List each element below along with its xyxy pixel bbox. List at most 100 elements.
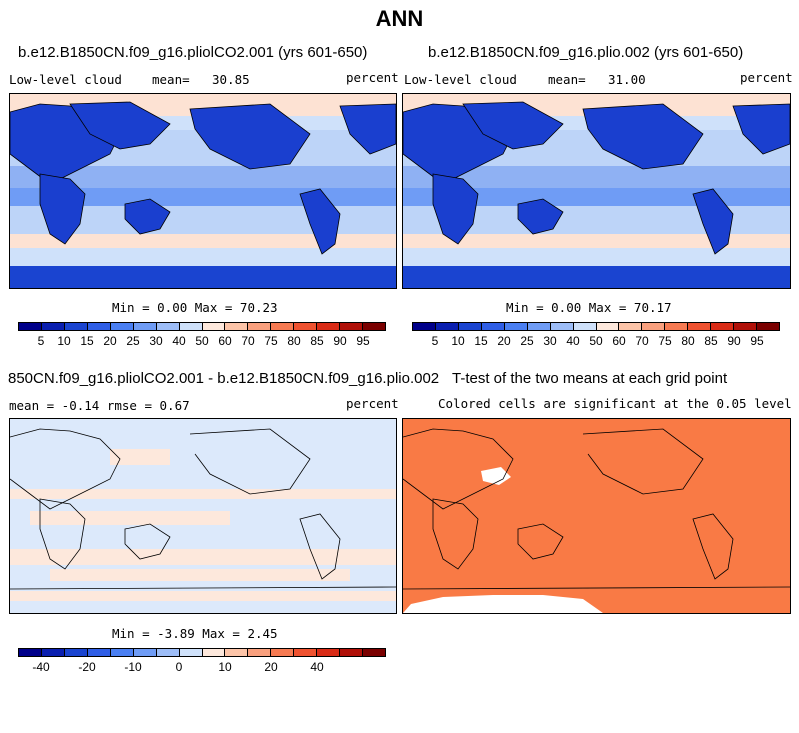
panel-4-map-graphic (403, 419, 790, 613)
colorbar-3-tick-label: 10 (218, 660, 232, 674)
colorbar-3-tick-label: -40 (32, 660, 50, 674)
colorbar-3-swatch (271, 649, 295, 656)
colorbar-2-swatch (596, 323, 620, 330)
colorbar-3-swatch (179, 649, 203, 656)
colorbar-2-swatch (711, 323, 735, 330)
colorbar-2-swatch (573, 323, 597, 330)
colorbar-1-tick-label: 10 (57, 334, 71, 348)
colorbar-1-swatch (64, 323, 88, 330)
panel-4-subtitle: Colored cells are significant at the 0.0… (438, 396, 792, 411)
panel-1-map-graphic (10, 94, 396, 288)
colorbar-1-tick-label: 85 (310, 334, 324, 348)
colorbar-2-tick-label: 30 (543, 334, 557, 348)
colorbar-3-swatch (87, 649, 111, 656)
colorbar-2-swatch (527, 323, 551, 330)
colorbar-3-tick-label: 20 (264, 660, 278, 674)
colorbar-2-tick-label: 15 (474, 334, 488, 348)
colorbar-1-tick-label: 25 (126, 334, 140, 348)
colorbar-2-tick-label: 70 (635, 334, 649, 348)
panel-3-units: percent (346, 396, 399, 411)
colorbar-1-swatch (179, 323, 203, 330)
panel-2-map-graphic (403, 94, 790, 288)
colorbar-2-swatch (665, 323, 689, 330)
colorbar-1-swatch (340, 323, 364, 330)
panel-3-map-graphic (10, 419, 396, 613)
colorbar-1-swatch (248, 323, 272, 330)
colorbar-1-tick-label: 80 (287, 334, 301, 348)
colorbar-1 (18, 322, 386, 331)
colorbar-2-tick-label: 20 (497, 334, 511, 348)
colorbar-1-tick-label: 5 (37, 334, 45, 348)
panel-4-title: T-test of the two means at each grid poi… (452, 370, 728, 387)
colorbar-2-tick-label: 90 (727, 334, 741, 348)
colorbar-1-tick-label: 15 (80, 334, 94, 348)
colorbar-3-swatch (41, 649, 65, 656)
colorbar-1-swatch (363, 323, 385, 330)
colorbar-2-tick-label: 40 (566, 334, 580, 348)
colorbar-2-swatch (734, 323, 758, 330)
panel-3-minmax: Min = -3.89 Max = 2.45 (112, 626, 278, 641)
colorbar-3-tick-label: 0 (175, 660, 183, 674)
panel-3-mean-text: mean = -0.14 rmse = 0.67 (9, 398, 190, 413)
colorbar-1-swatch (294, 323, 318, 330)
colorbar-3-swatch (294, 649, 318, 656)
colorbar-2-swatch (504, 323, 528, 330)
panel-1-units: percent (346, 70, 399, 85)
colorbar-3-swatch (317, 649, 341, 656)
colorbar-2-swatch (642, 323, 666, 330)
colorbar-3-tick-label: -20 (78, 660, 96, 674)
colorbar-1-swatch (41, 323, 65, 330)
colorbar-3-tick-label: 40 (310, 660, 324, 674)
colorbar-2-tick-label: 50 (589, 334, 603, 348)
colorbar-2-swatch (435, 323, 459, 330)
panel-2-mean-label: mean= (548, 72, 586, 87)
figure-title: ANN (375, 6, 424, 31)
colorbar-3-swatch (64, 649, 88, 656)
colorbar-1-swatch (19, 323, 42, 330)
panel-3-title: 850CN.f09_g16.pliolCO2.001 - b.e12.B1850… (8, 370, 440, 387)
colorbar-1-swatch (271, 323, 295, 330)
colorbar-3-swatch (19, 649, 42, 656)
colorbar-3-swatch (248, 649, 272, 656)
colorbar-2-tick-label: 5 (431, 334, 439, 348)
colorbar-1-tick-label: 95 (356, 334, 370, 348)
colorbar-2-swatch (688, 323, 712, 330)
panel-1-variable: Low-level cloud (9, 72, 122, 87)
colorbar-1-tick-label: 75 (264, 334, 278, 348)
colorbar-2-swatch (481, 323, 505, 330)
colorbar-1-swatch (317, 323, 341, 330)
colorbar-1-swatch (202, 323, 226, 330)
colorbar-1-swatch (133, 323, 157, 330)
colorbar-2-tick-label: 60 (612, 334, 626, 348)
panel-2-mean-value: 31.00 (608, 72, 646, 87)
panel-2-minmax: Min = 0.00 Max = 70.17 (506, 300, 672, 315)
panel-1-minmax: Min = 0.00 Max = 70.23 (112, 300, 278, 315)
colorbar-1-swatch (87, 323, 111, 330)
colorbar-2-tick-label: 85 (704, 334, 718, 348)
colorbar-2-swatch (458, 323, 482, 330)
panel-1-mean-value: 30.85 (212, 72, 250, 87)
colorbar-1-tick-label: 60 (218, 334, 232, 348)
colorbar-1-tick-label: 50 (195, 334, 209, 348)
panel-1-title: b.e12.B1850CN.f09_g16.pliolCO2.001 (yrs … (18, 44, 368, 61)
colorbar-2-tick-label: 25 (520, 334, 534, 348)
colorbar-3-tick-label: -10 (124, 660, 142, 674)
panel-2-title: b.e12.B1850CN.f09_g16.plio.002 (yrs 601-… (428, 44, 744, 61)
colorbar-1-swatch (156, 323, 180, 330)
panel-3-map (9, 418, 397, 614)
panel-2-units: percent (740, 70, 793, 85)
colorbar-1-swatch (225, 323, 249, 330)
panel-2-variable: Low-level cloud (404, 72, 517, 87)
colorbar-2-swatch (413, 323, 436, 330)
colorbar-3 (18, 648, 386, 657)
colorbar-3-swatch (133, 649, 157, 656)
panel-1-map (9, 93, 397, 289)
colorbar-3-swatch (156, 649, 180, 656)
colorbar-2-swatch (550, 323, 574, 330)
panel-4-map (402, 418, 791, 614)
colorbar-2 (412, 322, 780, 331)
colorbar-2-tick-label: 80 (681, 334, 695, 348)
colorbar-3-swatch (363, 649, 385, 656)
panel-2-map (402, 93, 791, 289)
colorbar-1-tick-label: 30 (149, 334, 163, 348)
